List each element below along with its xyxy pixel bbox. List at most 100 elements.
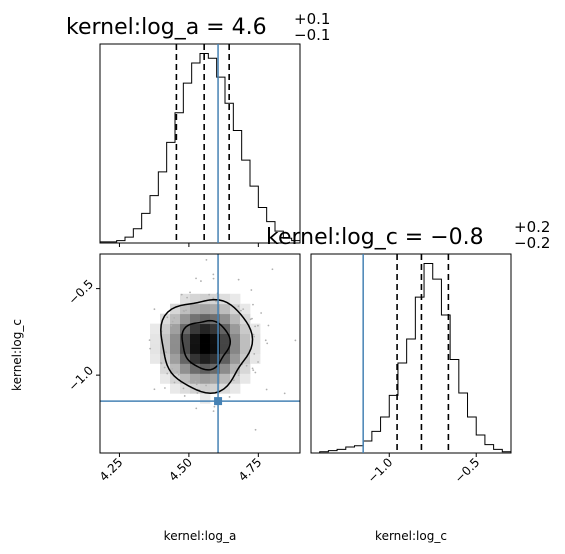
sample-point bbox=[253, 353, 256, 355]
sample-point bbox=[242, 308, 245, 311]
sample-point bbox=[205, 384, 207, 387]
sample-point bbox=[257, 361, 259, 363]
density-cell bbox=[170, 313, 181, 325]
density-cell bbox=[160, 373, 171, 384]
density-cell bbox=[160, 313, 171, 325]
density-cell bbox=[220, 313, 231, 325]
density-cell bbox=[190, 313, 201, 325]
density-cell bbox=[180, 313, 191, 325]
sample-point bbox=[148, 339, 151, 342]
sample-point bbox=[234, 367, 237, 369]
density-cell bbox=[180, 303, 191, 315]
density-cell bbox=[220, 343, 231, 354]
sample-point bbox=[163, 366, 166, 369]
density-cell bbox=[160, 323, 171, 334]
sample-point bbox=[267, 324, 270, 327]
density-cell bbox=[230, 373, 241, 384]
sample-point bbox=[240, 309, 242, 312]
sample-point bbox=[238, 324, 241, 326]
density-cell bbox=[200, 353, 211, 364]
density-cell bbox=[190, 293, 201, 305]
sample-point bbox=[283, 392, 286, 395]
sample-point bbox=[189, 291, 191, 294]
title-log-a-plus: +0.1 bbox=[294, 10, 330, 28]
sample-point bbox=[249, 318, 252, 321]
log-c-y-tick-label: −0.5 bbox=[66, 277, 97, 308]
density-cell bbox=[210, 343, 221, 354]
density-cell bbox=[190, 363, 201, 374]
sample-point bbox=[165, 351, 167, 354]
sample-point bbox=[166, 316, 169, 319]
density-cell bbox=[210, 353, 221, 364]
density-cell bbox=[250, 333, 261, 344]
sample-point bbox=[196, 392, 199, 394]
density-cell bbox=[250, 343, 261, 354]
sample-point bbox=[228, 396, 231, 398]
density-cell bbox=[210, 383, 221, 394]
sample-point bbox=[180, 293, 183, 296]
density-cell bbox=[250, 323, 261, 334]
density-cell bbox=[180, 373, 191, 384]
sample-point bbox=[194, 380, 197, 383]
sample-point bbox=[212, 277, 215, 280]
density-cell bbox=[240, 363, 251, 374]
sample-point bbox=[188, 380, 191, 383]
density-cell bbox=[150, 353, 161, 364]
density-cell bbox=[160, 343, 171, 354]
sample-point bbox=[166, 372, 169, 375]
log-c-histogram-steps bbox=[311, 262, 511, 454]
density-cell bbox=[210, 373, 221, 384]
sample-point bbox=[182, 387, 185, 390]
density-cell bbox=[190, 333, 201, 344]
density-cell bbox=[160, 363, 171, 374]
density-cell bbox=[200, 363, 211, 374]
sample-point bbox=[213, 405, 216, 408]
density-cell bbox=[210, 363, 221, 374]
log-a-histogram-steps bbox=[100, 52, 300, 243]
title-log-a: kernel:log_a = 4.6 +0.1 −0.1 bbox=[66, 10, 330, 44]
density-cell bbox=[170, 363, 181, 374]
sample-point bbox=[257, 324, 259, 327]
sample-point bbox=[195, 277, 197, 280]
density-cell bbox=[240, 333, 251, 344]
sample-point bbox=[264, 339, 267, 342]
density-cell bbox=[200, 323, 211, 334]
sample-point bbox=[212, 273, 215, 276]
panel-log-c-frame bbox=[310, 253, 512, 454]
x-axis-label-log-c: kernel:log_c bbox=[375, 529, 447, 543]
log-a-x-tick-label: 4.25 bbox=[97, 455, 126, 484]
sample-point bbox=[153, 308, 156, 311]
title-log-c: kernel:log_c = −0.8 +0.2 −0.2 bbox=[266, 218, 550, 252]
density-cell bbox=[200, 303, 211, 315]
sample-point bbox=[237, 278, 240, 281]
sample-point bbox=[252, 303, 254, 306]
density-cell bbox=[190, 323, 201, 334]
sample-point bbox=[252, 333, 255, 336]
density-cell bbox=[240, 323, 251, 334]
density-cell bbox=[190, 303, 201, 315]
density-cell bbox=[200, 343, 211, 354]
sample-point bbox=[182, 309, 185, 312]
density-cell bbox=[230, 383, 241, 394]
density-cell bbox=[220, 353, 231, 364]
sample-point bbox=[200, 280, 202, 282]
density-cell bbox=[230, 333, 241, 344]
sample-point bbox=[294, 339, 297, 342]
sample-point bbox=[195, 383, 198, 386]
sample-point bbox=[160, 361, 162, 364]
sample-point bbox=[176, 370, 179, 373]
sample-point bbox=[170, 324, 173, 327]
panel-log-a-histogram bbox=[99, 43, 301, 247]
sample-point bbox=[250, 289, 253, 291]
sample-point bbox=[271, 268, 274, 271]
sample-point bbox=[177, 373, 180, 376]
title-log-c-plus: +0.2 bbox=[514, 218, 550, 236]
density-cell bbox=[220, 373, 231, 384]
density-cell bbox=[220, 303, 231, 315]
density-cell bbox=[220, 333, 231, 344]
sample-point bbox=[173, 316, 176, 319]
sample-point bbox=[234, 370, 236, 373]
sample-point bbox=[212, 297, 215, 300]
sample-point bbox=[253, 335, 255, 338]
